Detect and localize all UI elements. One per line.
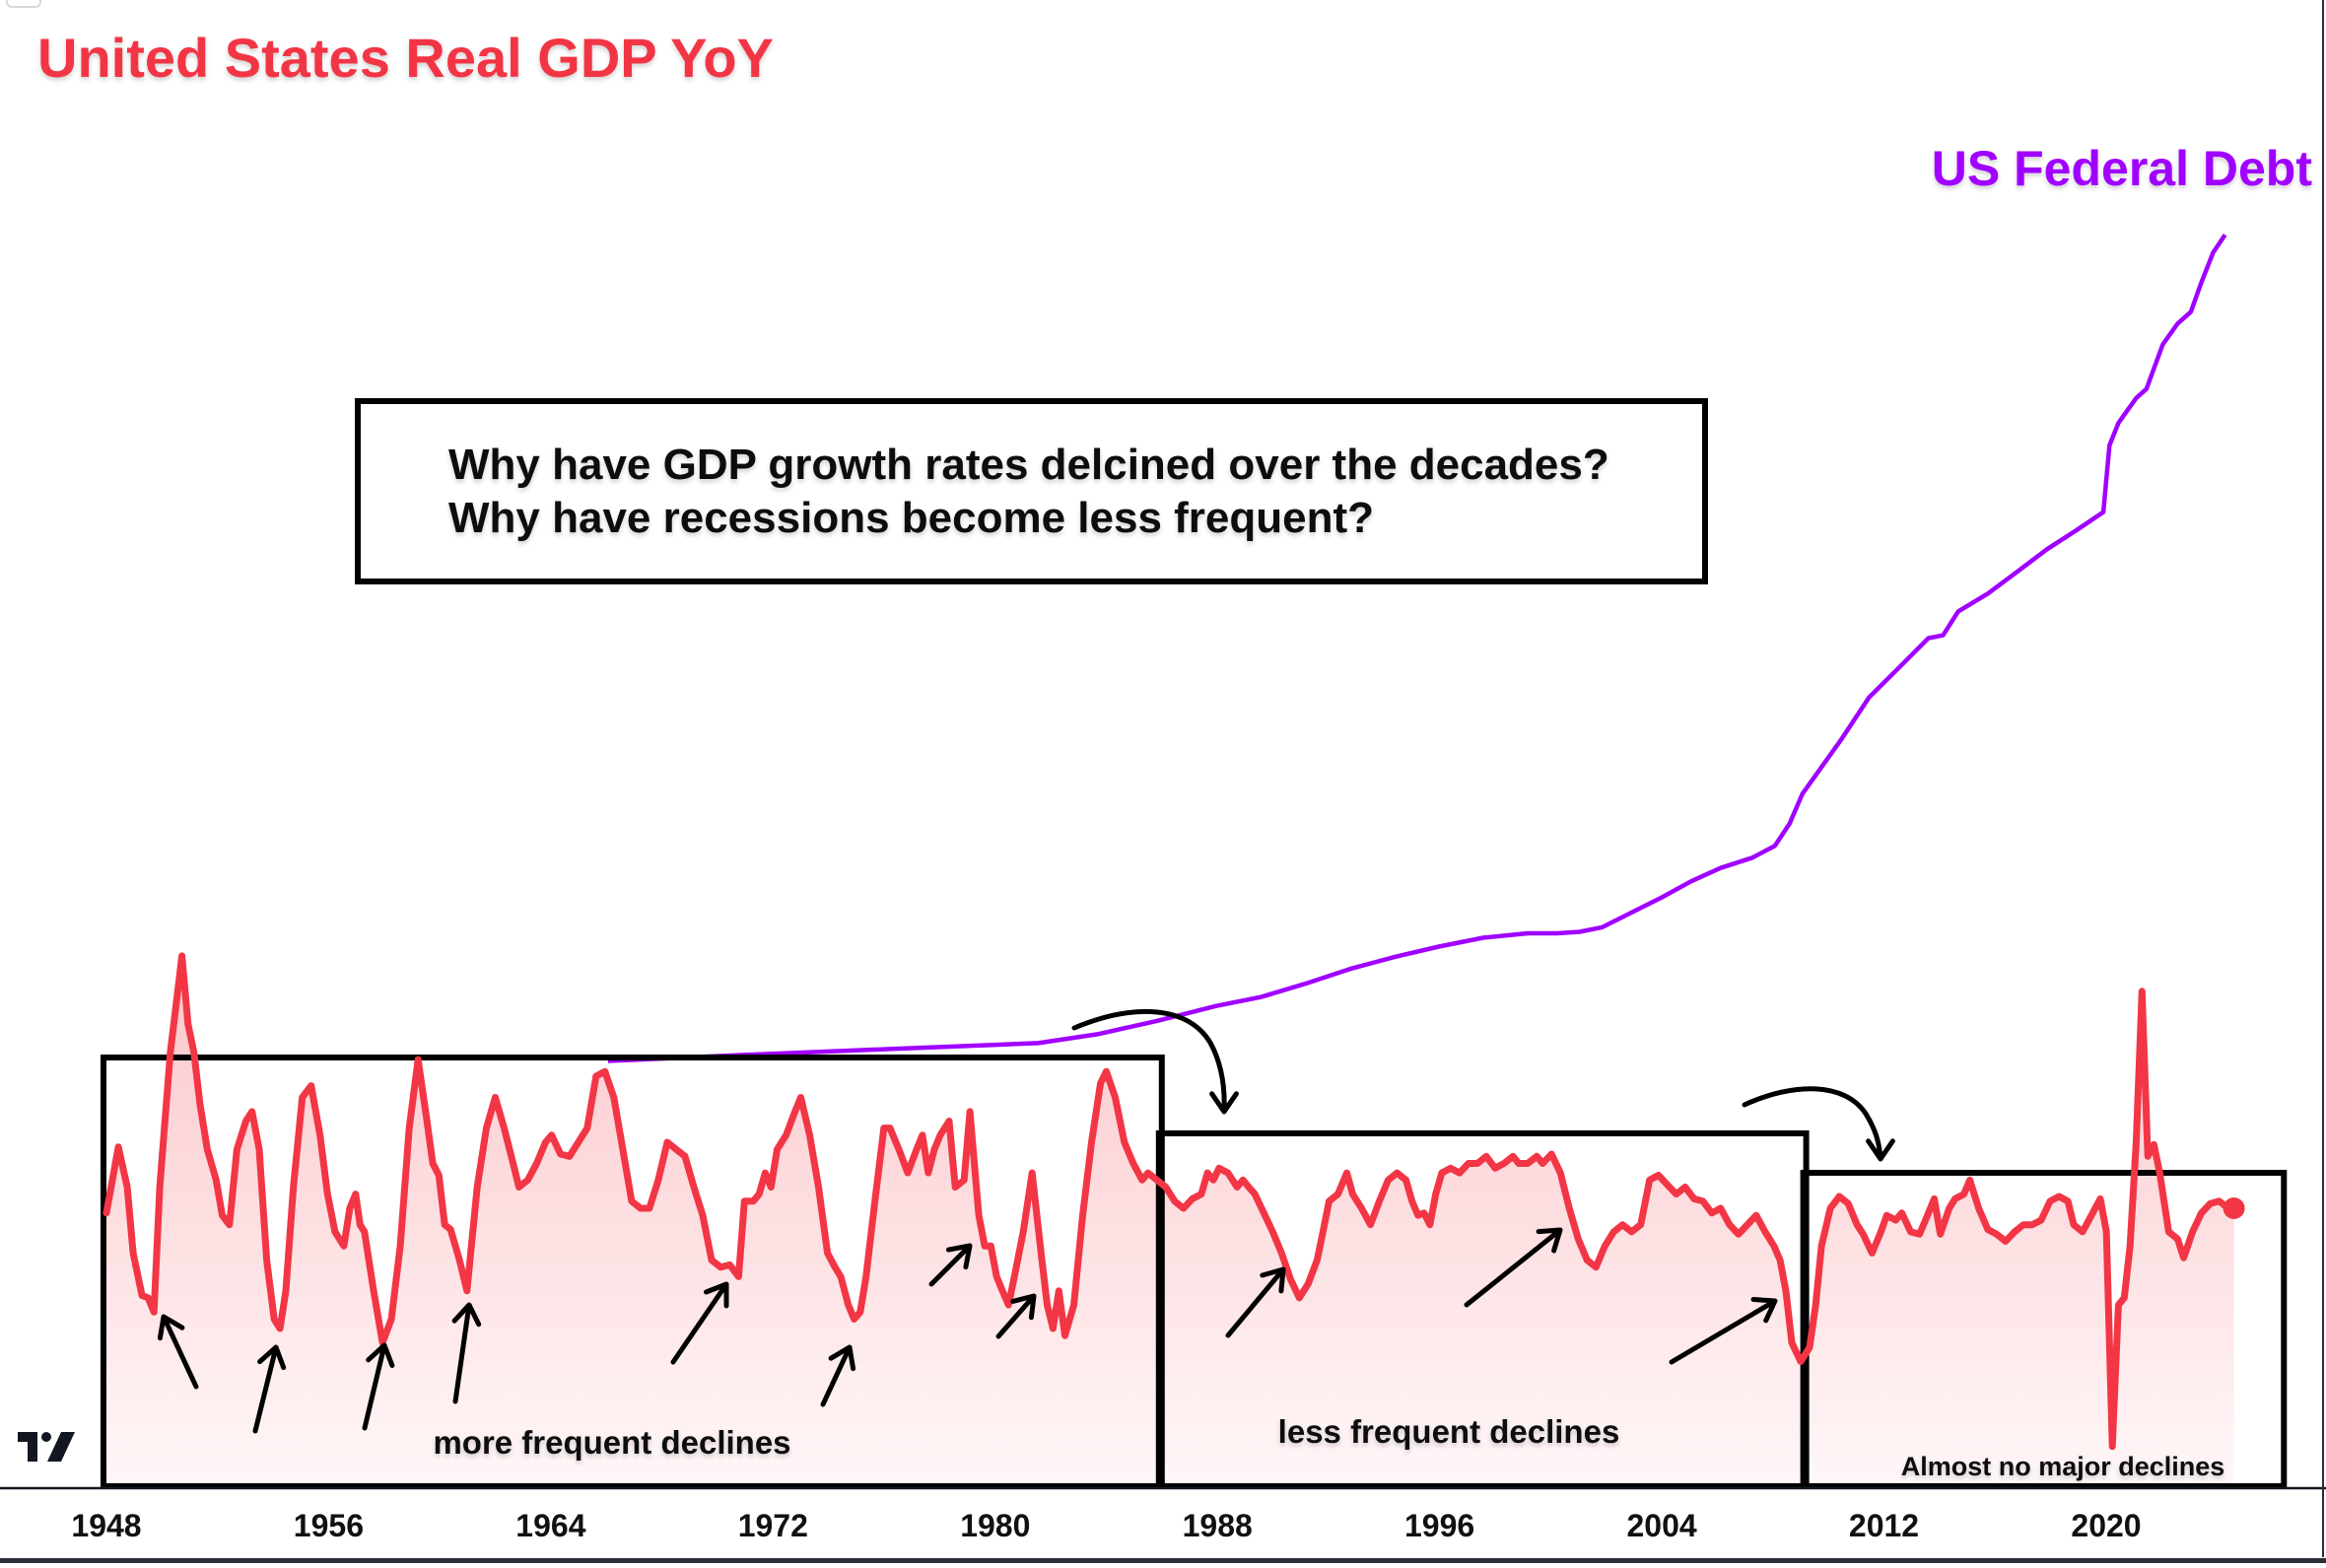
question-box: Why have GDP growth rates delcined over … bbox=[358, 401, 1705, 581]
gdp-area-layer bbox=[106, 956, 2234, 1486]
region-label-less-frequent: less frequent declines bbox=[1278, 1413, 1620, 1450]
question-box-frame bbox=[358, 401, 1705, 581]
x-tick-label: 1980 bbox=[960, 1508, 1030, 1543]
gdp-series-title: United States Real GDP YoY bbox=[37, 27, 774, 89]
x-tick-label: 2004 bbox=[1627, 1508, 1697, 1543]
frame-bottom-border bbox=[0, 1558, 2326, 1563]
question-line-1: Why have GDP growth rates delcined over … bbox=[448, 441, 1609, 489]
x-tick-label: 2020 bbox=[2071, 1508, 2141, 1543]
corner-tab[interactable] bbox=[6, 0, 41, 8]
x-tick-label: 1988 bbox=[1183, 1508, 1253, 1543]
tradingview-logo-icon[interactable] bbox=[18, 1432, 75, 1462]
x-axis-ticks: 1948 1956 1964 1972 1980 1988 1996 2004 2012 2020 bbox=[71, 1508, 2141, 1543]
debt-line-layer bbox=[608, 235, 2225, 1060]
debt-line bbox=[608, 235, 2225, 1060]
frame-right-border bbox=[2322, 0, 2324, 1557]
x-tick-label: 2012 bbox=[1849, 1508, 1919, 1543]
gdp-area-fill bbox=[106, 956, 2234, 1486]
gdp-last-value-dot bbox=[2223, 1197, 2245, 1219]
x-tick-label: 1996 bbox=[1404, 1508, 1474, 1543]
x-tick-label: 1972 bbox=[738, 1508, 808, 1543]
question-line-2: Why have recessions become less frequent… bbox=[448, 494, 1374, 542]
x-tick-label: 1964 bbox=[515, 1508, 585, 1543]
debt-series-title: US Federal Debt bbox=[1932, 141, 2313, 196]
x-tick-label: 1948 bbox=[71, 1508, 141, 1543]
transition-curved-arrow-icon bbox=[1744, 1089, 1892, 1159]
region-label-almost-none: Almost no major declines bbox=[1901, 1452, 2225, 1481]
region-label-more-frequent: more frequent declines bbox=[433, 1424, 790, 1461]
x-tick-label: 1956 bbox=[294, 1508, 364, 1543]
